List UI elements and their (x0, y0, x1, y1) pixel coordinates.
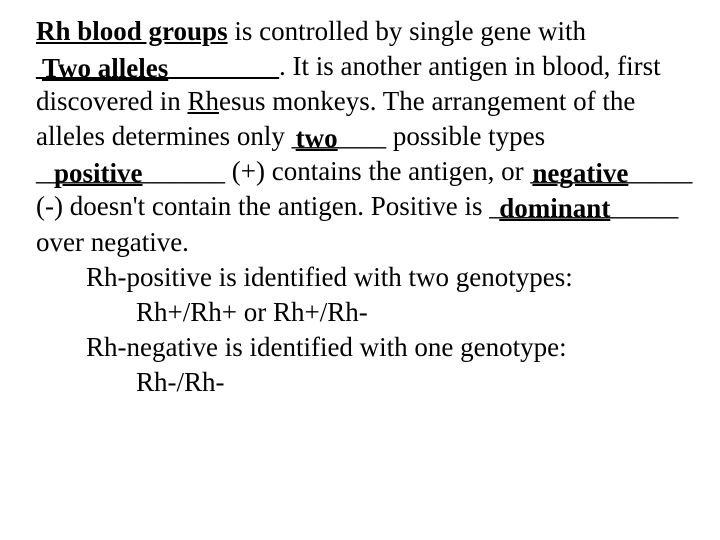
answer-positive: positive (54, 156, 143, 191)
answer-dominant: dominant (499, 191, 610, 226)
answer-negative: negative (532, 156, 628, 191)
term-rh-blood-groups: Rh blood groups (36, 16, 228, 46)
answer-two: two (296, 121, 338, 156)
rhesus-prefix: Rh (187, 86, 219, 116)
passage: Rh blood groups is controlled by single … (0, 0, 720, 400)
body-paragraph: Rh blood groups is controlled by single … (36, 14, 698, 260)
list-item: Rh+/Rh+ or Rh+/Rh- (136, 295, 698, 330)
list-item: Rh-negative is identified with one genot… (86, 330, 698, 365)
list-item: Rh-/Rh- (136, 365, 698, 400)
body-text: is controlled by single gene with (228, 16, 586, 46)
list-item: Rh-positive is identified with two genot… (86, 260, 698, 295)
answer-two-alleles: Two alleles (42, 51, 168, 86)
